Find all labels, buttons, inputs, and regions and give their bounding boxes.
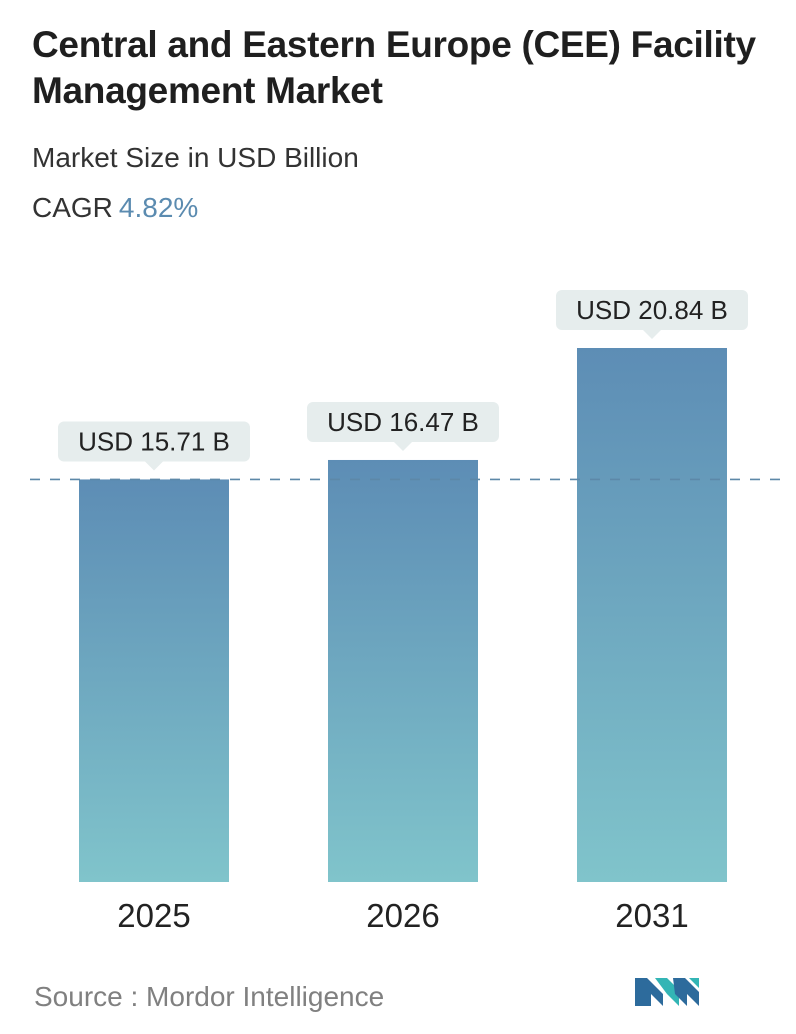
- bar-2031: [577, 348, 727, 882]
- svg-text:USD 15.71 B: USD 15.71 B: [78, 426, 230, 456]
- value-label-2026: USD 16.47 B: [307, 401, 499, 451]
- value-label-2025: USD 15.71 B: [58, 421, 250, 471]
- bar-2025: [79, 479, 229, 882]
- cagr-label: CAGR: [32, 192, 113, 223]
- value-label-2031: USD 20.84 B: [556, 290, 748, 339]
- source-text: Source : Mordor Intelligence: [34, 981, 385, 1012]
- category-label-2031: 2031: [615, 897, 688, 934]
- bar-2026: [328, 459, 478, 882]
- category-label-2026: 2026: [366, 897, 439, 934]
- category-label-2025: 2025: [117, 897, 190, 934]
- mordor-intelligence-logo-icon: [635, 978, 699, 1006]
- chart-title: Central and Eastern Europe (CEE) Facilit…: [32, 24, 756, 111]
- svg-text:USD 16.47 B: USD 16.47 B: [327, 407, 479, 437]
- chart-subtitle: Market Size in USD Billion: [32, 142, 359, 173]
- cagr-value: 4.82%: [118, 192, 199, 223]
- svg-text:USD 20.84 B: USD 20.84 B: [576, 295, 728, 325]
- cagr-line: CAGR 4.82%: [32, 190, 198, 226]
